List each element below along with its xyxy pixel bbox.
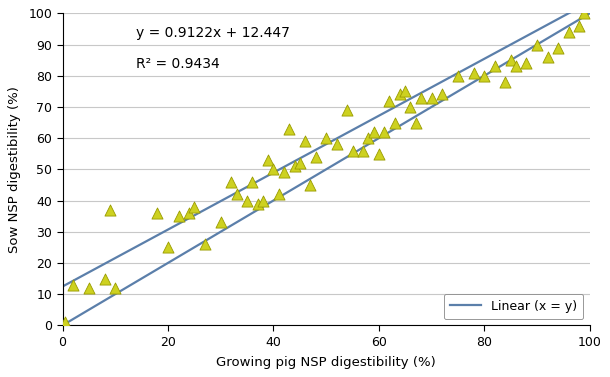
Point	[190, 204, 199, 210]
Legend: Linear (x = y): Linear (x = y)	[443, 294, 584, 319]
Point	[379, 129, 389, 135]
Point	[406, 104, 415, 110]
Point	[174, 213, 184, 219]
Point	[411, 120, 421, 126]
Point	[306, 182, 315, 188]
Point	[427, 95, 437, 101]
Point	[564, 29, 573, 35]
Point	[374, 151, 384, 157]
Point	[105, 207, 115, 213]
Point	[152, 210, 162, 216]
Point	[253, 201, 262, 207]
Point	[290, 163, 300, 169]
Point	[310, 154, 320, 160]
X-axis label: Growing pig NSP digestibility (%): Growing pig NSP digestibility (%)	[217, 356, 436, 369]
Point	[274, 191, 284, 197]
Text: R² = 0.9434: R² = 0.9434	[137, 57, 220, 71]
Point	[84, 285, 94, 291]
Point	[469, 70, 479, 76]
Point	[300, 138, 310, 144]
Point	[364, 135, 373, 141]
Point	[532, 41, 542, 48]
Point	[400, 88, 410, 94]
Point	[284, 126, 294, 132]
Point	[416, 95, 426, 101]
Point	[358, 147, 368, 153]
Point	[348, 147, 357, 153]
Point	[479, 73, 489, 79]
Text: y = 0.9122x + 12.447: y = 0.9122x + 12.447	[137, 26, 290, 40]
Point	[543, 54, 553, 60]
Point	[163, 244, 173, 250]
Point	[522, 60, 531, 66]
Point	[68, 282, 78, 288]
Point	[279, 169, 289, 175]
Point	[100, 276, 110, 282]
Point	[295, 160, 304, 166]
Point	[248, 179, 257, 185]
Point	[110, 285, 120, 291]
Point	[490, 63, 500, 69]
Point	[580, 10, 589, 16]
Point	[200, 241, 210, 247]
Point	[332, 141, 342, 147]
Point	[242, 198, 252, 204]
Point	[553, 44, 563, 51]
Point	[321, 135, 331, 141]
Point	[453, 73, 463, 79]
Point	[368, 129, 378, 135]
Point	[395, 92, 405, 98]
Point	[258, 198, 268, 204]
Point	[184, 210, 194, 216]
Point	[384, 98, 394, 104]
Point	[216, 219, 226, 225]
Point	[390, 120, 400, 126]
Point	[232, 191, 242, 197]
Point	[342, 107, 352, 113]
Y-axis label: Sow NSP digestibility (%): Sow NSP digestibility (%)	[9, 86, 21, 253]
Point	[500, 79, 510, 85]
Point	[264, 157, 273, 163]
Point	[574, 23, 584, 29]
Point	[268, 166, 278, 172]
Point	[506, 57, 515, 63]
Point	[60, 319, 70, 325]
Point	[511, 63, 521, 69]
Point	[437, 92, 447, 98]
Point	[226, 179, 236, 185]
